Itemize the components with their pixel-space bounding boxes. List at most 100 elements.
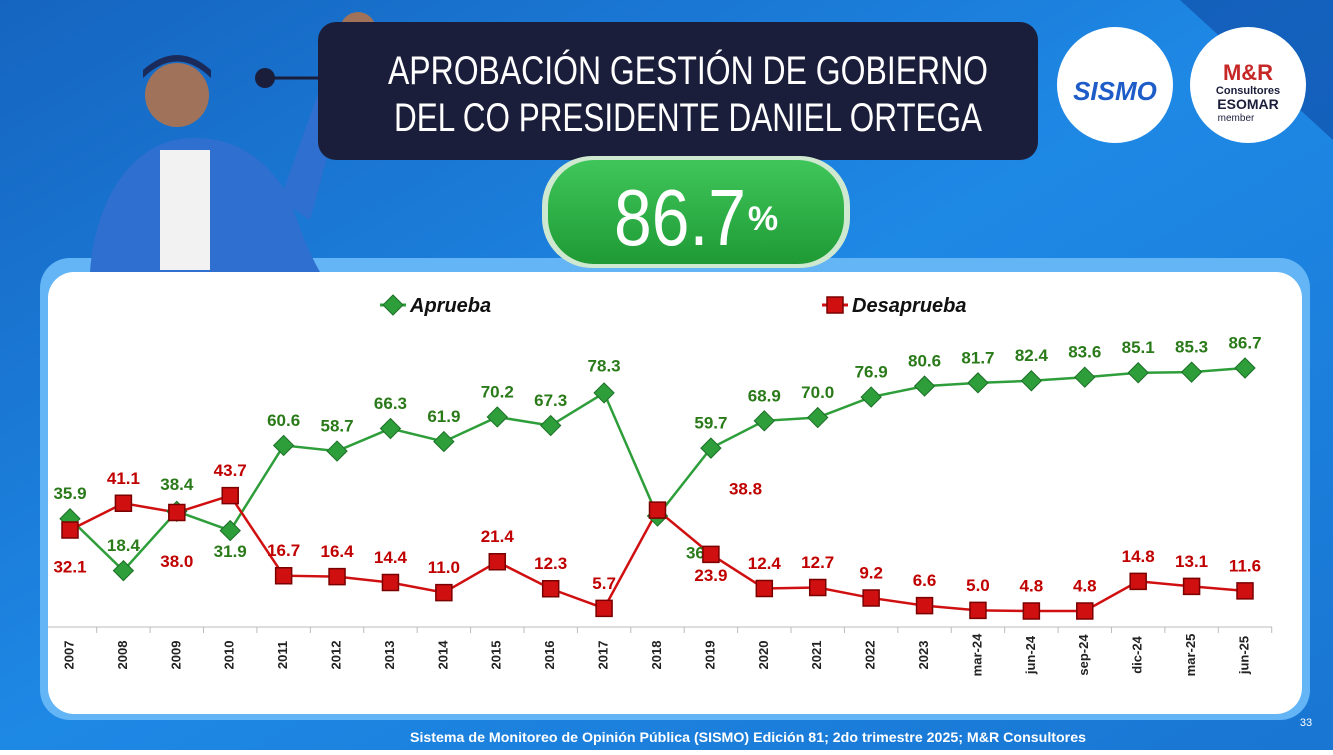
x-tick-label: 2016 bbox=[542, 641, 557, 670]
data-label: 81.7 bbox=[961, 348, 994, 367]
data-label: 31.9 bbox=[214, 542, 247, 561]
data-label: 18.4 bbox=[107, 536, 141, 555]
marker bbox=[1236, 582, 1254, 600]
data-label: 32.1 bbox=[53, 557, 86, 576]
data-label: 5.7 bbox=[592, 574, 616, 593]
headline: 86.7 bbox=[614, 173, 746, 262]
data-label: 86.7 bbox=[1228, 333, 1261, 352]
data-label: 14.4 bbox=[374, 548, 408, 567]
legend-label: Aprueba bbox=[409, 295, 491, 317]
marker bbox=[967, 372, 989, 394]
x-tick-label: 2007 bbox=[61, 641, 76, 670]
data-label: 58.7 bbox=[320, 417, 353, 436]
x-tick-label: jun-24 bbox=[1023, 635, 1038, 675]
marker bbox=[593, 382, 615, 404]
data-label: 83.6 bbox=[1068, 343, 1101, 362]
data-label: 70.0 bbox=[801, 383, 834, 402]
marker bbox=[114, 494, 133, 513]
data-label: 9.2 bbox=[859, 563, 883, 582]
marker bbox=[913, 375, 936, 397]
data-label: 66.3 bbox=[374, 394, 407, 413]
footer: Sistema de Monitoreo de Opinión Pública … bbox=[410, 729, 1086, 745]
data-label: 68.9 bbox=[748, 386, 781, 405]
marker bbox=[1129, 572, 1147, 591]
marker bbox=[595, 599, 613, 618]
data-label: 70.2 bbox=[481, 382, 514, 401]
marker bbox=[219, 519, 241, 542]
data-label: 16.7 bbox=[267, 541, 300, 560]
marker bbox=[808, 578, 827, 597]
marker bbox=[753, 410, 776, 432]
marker bbox=[915, 596, 934, 615]
data-label: 14.8 bbox=[1122, 547, 1155, 566]
title-box bbox=[318, 22, 1038, 160]
marker bbox=[969, 601, 987, 620]
data-label: 85.1 bbox=[1122, 338, 1155, 357]
data-label: 6.6 bbox=[913, 571, 937, 590]
marker bbox=[488, 552, 507, 571]
portrait bbox=[90, 12, 376, 272]
marker bbox=[61, 521, 79, 539]
x-tick-label: mar-25 bbox=[1183, 634, 1198, 677]
data-label: 60.6 bbox=[267, 411, 300, 430]
marker bbox=[860, 386, 882, 408]
marker bbox=[862, 589, 880, 607]
x-tick-label: 2018 bbox=[649, 641, 664, 670]
marker bbox=[486, 406, 508, 428]
marker bbox=[379, 417, 402, 440]
plot: 2007 2008 2009 2010 2011 2012 2013 2014 2015 2016… bbox=[53, 294, 1273, 677]
x-tick-label: jun-25 bbox=[1236, 636, 1251, 675]
marker bbox=[112, 559, 135, 582]
marker bbox=[221, 486, 239, 505]
x-tick-label: mar-24 bbox=[969, 633, 984, 676]
data-label: 78.3 bbox=[588, 356, 621, 375]
data-label: 12.7 bbox=[801, 553, 834, 572]
marker bbox=[381, 573, 400, 592]
data-label: 38.4 bbox=[160, 475, 194, 494]
data-label: 35.9 bbox=[53, 484, 86, 503]
data-label: 61.9 bbox=[427, 407, 460, 426]
x-tick-label: 2012 bbox=[328, 641, 343, 670]
marker bbox=[1074, 366, 1096, 388]
marker bbox=[326, 440, 348, 462]
data-label: 12.3 bbox=[534, 554, 567, 573]
marker bbox=[328, 567, 346, 586]
logo bbox=[1057, 27, 1173, 143]
legend-label: Desaprueba bbox=[852, 295, 967, 317]
data-label: 23.9 bbox=[694, 566, 727, 585]
marker bbox=[702, 545, 720, 564]
marker bbox=[1022, 602, 1041, 620]
data-label: 38.8 bbox=[729, 480, 762, 499]
marker bbox=[1182, 577, 1201, 596]
marker bbox=[755, 579, 774, 598]
x-tick-label: 2010 bbox=[222, 641, 237, 670]
x-tick-label: dic-24 bbox=[1130, 635, 1145, 673]
title: APROBACIÓN GESTIÓN DE GOBIERNO bbox=[388, 48, 988, 93]
x-tick-label: 2014 bbox=[435, 640, 450, 670]
data-label: 43.7 bbox=[214, 461, 247, 480]
data-label: 59.7 bbox=[694, 414, 727, 433]
data-label: 85.3 bbox=[1175, 338, 1208, 357]
x-tick-label: 2009 bbox=[168, 641, 183, 670]
data-label: 80.6 bbox=[908, 352, 941, 371]
data-label: 67.3 bbox=[534, 391, 567, 410]
data-label: 82.4 bbox=[1015, 346, 1049, 365]
headline-pill bbox=[548, 160, 844, 264]
marker bbox=[648, 501, 667, 519]
logo bbox=[1190, 27, 1306, 143]
marker bbox=[539, 414, 562, 437]
logo-text: Consultores bbox=[1216, 85, 1280, 97]
marker bbox=[1020, 370, 1043, 392]
title: DEL CO PRESIDENTE DANIEL ORTEGA bbox=[394, 96, 982, 140]
data-label: 11.0 bbox=[428, 558, 460, 577]
x-tick-label: 2023 bbox=[916, 641, 931, 670]
data-label: 11.6 bbox=[1229, 556, 1261, 575]
logo-text: SISMO bbox=[1073, 76, 1157, 106]
x-tick-label: 2013 bbox=[382, 641, 397, 670]
logo-text: ESOMAR bbox=[1217, 96, 1278, 112]
x-tick-label: 2022 bbox=[863, 641, 878, 670]
marker bbox=[272, 434, 295, 457]
headline-unit: % bbox=[748, 200, 778, 238]
x-tick-label: 2020 bbox=[756, 641, 771, 670]
